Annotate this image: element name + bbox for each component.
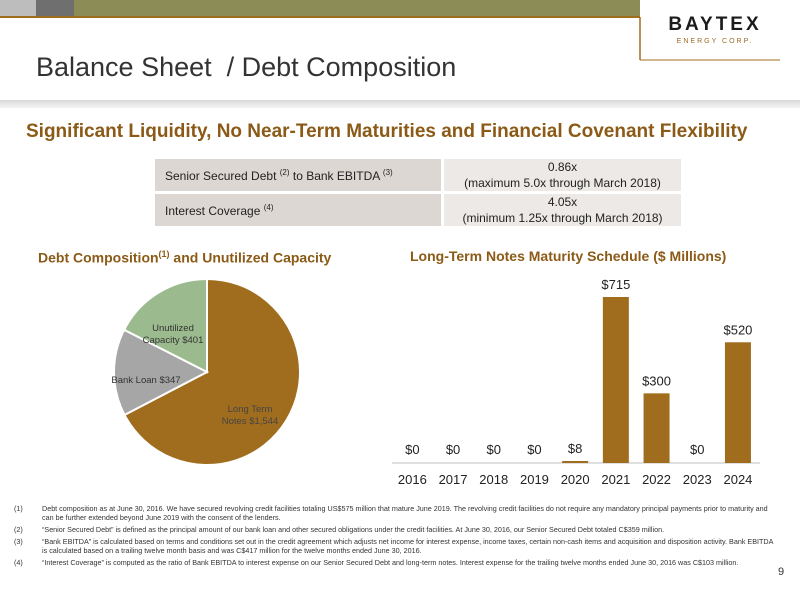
pie-slice xyxy=(122,277,208,374)
pie-slice-label: Bank Loan $347 xyxy=(111,375,180,386)
covenant-limit: (maximum 5.0x through March 2018) xyxy=(464,176,661,190)
table-row: Senior Secured Debt (2) to Bank EBITDA (… xyxy=(155,159,681,191)
bar-data-label: $300 xyxy=(642,373,671,388)
x-tick-label: 2019 xyxy=(520,472,549,487)
bar xyxy=(562,461,589,463)
x-tick-label: 2020 xyxy=(561,472,590,487)
pie-slice xyxy=(113,328,210,417)
x-tick-label: 2018 xyxy=(479,472,508,487)
pie-slice xyxy=(123,277,301,466)
pie-chart-title: Debt Composition(1) and Unutilized Capac… xyxy=(38,249,331,266)
x-tick-label: 2021 xyxy=(601,472,630,487)
page-title: Balance Sheet / Debt Composition xyxy=(36,52,457,82)
bar-data-label: $0 xyxy=(527,442,541,457)
bar-chart-title: Long-Term Notes Maturity Schedule ($ Mil… xyxy=(410,248,727,264)
x-tick-label: 2016 xyxy=(398,472,427,487)
covenant-label-text: Senior Secured Debt xyxy=(165,168,277,183)
pie-label-line: Unutilized xyxy=(152,323,194,334)
footnotes: (1) Debt composition as at June 30, 2016.… xyxy=(14,504,776,570)
pie-label-line: Bank Loan $347 xyxy=(111,375,180,386)
logo-subtitle: ENERGY CORP. xyxy=(676,38,754,45)
footnote-number: (1) xyxy=(14,504,23,513)
page-number: 9 xyxy=(778,566,785,578)
x-tick-label: 2024 xyxy=(723,472,752,487)
pie-slice-label: Long Term Notes $1,544 xyxy=(222,404,279,427)
footnote-ref: (4) xyxy=(263,202,274,212)
title-divider xyxy=(0,100,800,108)
footnote-ref: (2) xyxy=(279,167,290,177)
bar xyxy=(724,342,751,463)
company-logo: BAYTEX ENERGY CORP. xyxy=(640,10,790,60)
x-tick-label: 2023 xyxy=(683,472,712,487)
footnote-number: (4) xyxy=(14,558,23,567)
pie-label-line: Capacity $401 xyxy=(143,335,204,346)
bar-data-label: $8 xyxy=(568,441,582,456)
footnote-ref: (1) xyxy=(158,249,170,259)
pie-slice-label: Unutilized Capacity $401 xyxy=(143,323,204,346)
bar-data-label: $520 xyxy=(723,322,752,337)
covenant-label-text: Interest Coverage xyxy=(165,203,261,218)
bar-data-label: $715 xyxy=(601,277,630,292)
bar xyxy=(602,297,629,463)
banner-segment xyxy=(74,0,640,17)
covenant-limit: (minimum 1.25x through March 2018) xyxy=(462,211,663,225)
top-banner xyxy=(0,0,640,17)
footnote-text: “Bank EBITDA” is calculated based on ter… xyxy=(42,537,773,555)
footnote-text: Debt composition as at June 30, 2016. We… xyxy=(42,504,768,522)
bar-data-label: $0 xyxy=(487,442,501,457)
footnote: (3) “Bank EBITDA” is calculated based on … xyxy=(14,537,776,555)
bar-data-label: $0 xyxy=(405,442,419,457)
footnote-text: “Senior Secured Debt” is defined as the … xyxy=(42,525,665,534)
covenant-ratio: 4.05x xyxy=(547,195,578,209)
banner-segment xyxy=(36,0,74,17)
covenant-label: Senior Secured Debt (2) to Bank EBITDA (… xyxy=(155,159,441,191)
banner-segment xyxy=(0,0,36,17)
covenant-table: Senior Secured Debt (2) to Bank EBITDA (… xyxy=(155,156,681,229)
pie-label-line: Long Term xyxy=(228,404,273,415)
footnote-text: “Interest Coverage” is computed as the r… xyxy=(42,558,739,567)
footnote: (4) “Interest Coverage” is computed as th… xyxy=(14,558,776,567)
bar xyxy=(643,393,670,463)
footnote-ref: (3) xyxy=(382,167,393,177)
covenant-ratio: 0.86x xyxy=(547,160,578,174)
bar-data-label: $0 xyxy=(446,442,460,457)
pie-title-text: Debt Composition xyxy=(38,249,159,266)
pie-title-text: and Unutilized Capacity xyxy=(169,249,332,266)
covenant-value: 0.86x (maximum 5.0x through March 2018) xyxy=(441,159,681,191)
x-tick-label: 2022 xyxy=(642,472,671,487)
footnote-number: (3) xyxy=(14,537,23,546)
pie-label-line: Notes $1,544 xyxy=(222,416,279,427)
bar-data-label: $0 xyxy=(690,442,704,457)
covenant-value: 4.05x (minimum 1.25x through March 2018) xyxy=(441,194,681,226)
footnote: (1) Debt composition as at June 30, 2016.… xyxy=(14,504,776,522)
footnote-number: (2) xyxy=(14,525,23,534)
covenant-label-text: to Bank EBITDA xyxy=(289,168,380,183)
headline: Significant Liquidity, No Near-Term Matu… xyxy=(26,121,748,142)
x-tick-label: 2017 xyxy=(439,472,468,487)
table-row: Interest Coverage (4) 4.05x (minimum 1.25… xyxy=(155,194,681,226)
covenant-label: Interest Coverage (4) xyxy=(155,194,441,226)
logo-name: BAYTEX xyxy=(668,14,762,35)
footnote: (2) “Senior Secured Debt” is defined as t… xyxy=(14,525,776,534)
